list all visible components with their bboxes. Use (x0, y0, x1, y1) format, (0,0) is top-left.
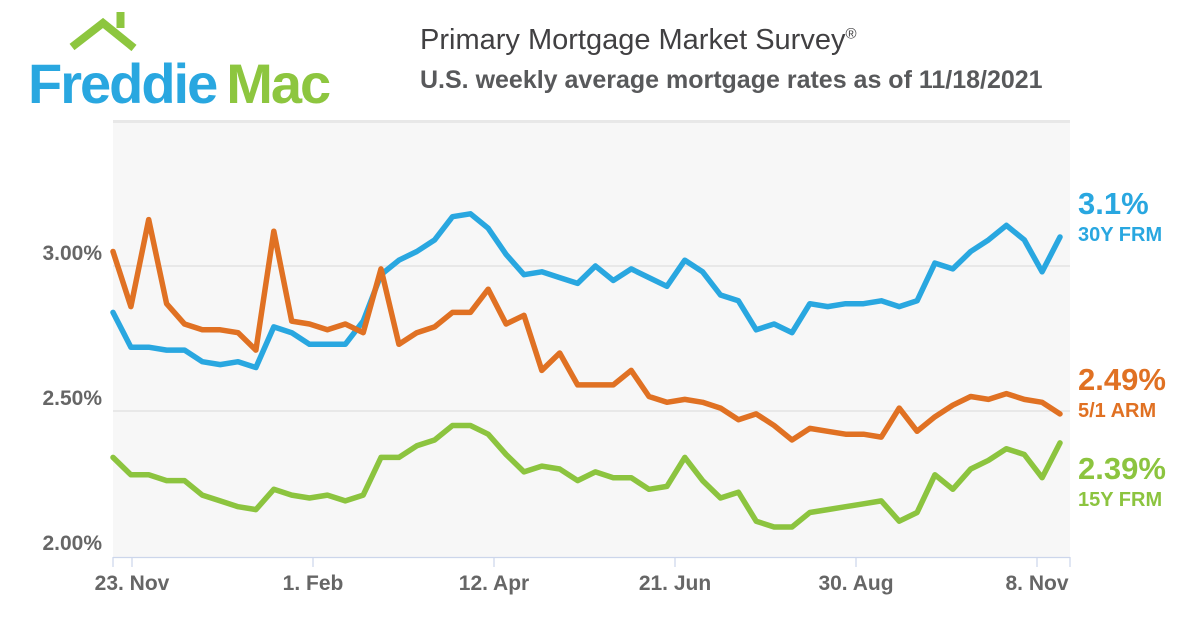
annotation-rate-30y: 3.1% (1078, 186, 1149, 221)
annotation-name-arm: 5/1 ARM (1078, 400, 1157, 422)
y-axis-label-2.50: 2.50% (42, 387, 102, 410)
x-axis-label-4: 21. Jun (638, 572, 712, 595)
annotation-name-30y: 30Y FRM (1078, 224, 1163, 246)
freddie-mac-logo: Freddie Mac (28, 10, 398, 112)
annotation-name-15y: 15Y FRM (1078, 489, 1163, 511)
page-subtitle: U.S. weekly average mortgage rates as of… (420, 66, 1043, 94)
annotation-51-arm: 2.49% 5/1 ARM (1078, 364, 1166, 421)
series-line-30y-frm (110, 211, 1063, 371)
title-text: Primary Mortgage Market Survey (420, 24, 846, 56)
plot-background (113, 120, 1070, 557)
y-axis-label-3.00: 3.00% (42, 242, 102, 265)
series-line-15y-frm (110, 422, 1063, 530)
y-axis-label-2.00: 2.00% (42, 532, 102, 555)
chimney-shape (116, 12, 125, 28)
x-axis-label-2: 1. Feb (282, 572, 344, 595)
x-axis-label-6: 8. Nov (1005, 572, 1069, 595)
x-axis-label-5: 30. Aug (818, 572, 894, 595)
annotation-rate-arm: 2.49% (1078, 362, 1166, 397)
registered-mark: ® (845, 25, 857, 43)
x-axis-label-3: 12. Apr (458, 572, 530, 595)
logo-text-mac: Mac (226, 52, 331, 115)
logo-text-freddie: Freddie (28, 52, 218, 115)
logo-text: Freddie Mac (28, 56, 331, 112)
annotation-30y-frm: 3.1% 30Y FRM (1078, 188, 1162, 245)
roof-shape (69, 17, 137, 52)
annotation-rate-15y: 2.39% (1078, 451, 1166, 486)
header-titles: Primary Mortgage Market Survey® U.S. wee… (420, 24, 1180, 95)
annotation-15y-frm: 2.39% 15Y FRM (1078, 453, 1166, 510)
x-axis-label-1: 23. Nov (94, 572, 170, 595)
page-title: Primary Mortgage Market Survey® (420, 24, 1180, 57)
series-line-5-1-arm (110, 216, 1063, 443)
roof-icon (69, 12, 137, 52)
